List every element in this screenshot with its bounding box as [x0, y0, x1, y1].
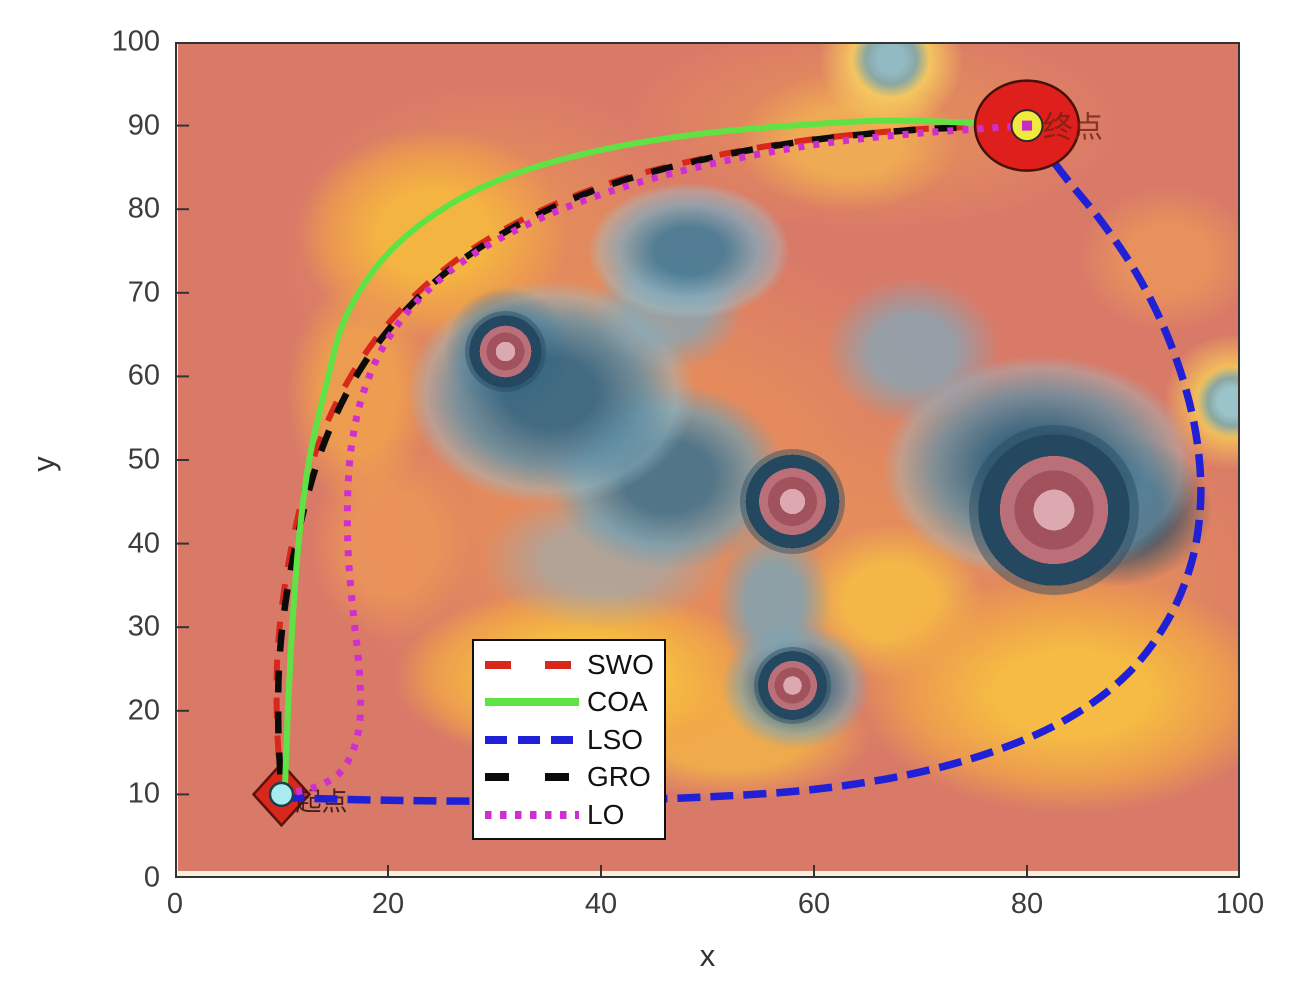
path-LSO [281, 123, 1205, 805]
x-tick-label: 80 [1010, 888, 1044, 920]
y-tick-label: 90 [127, 109, 160, 142]
legend-item-gro: GRO [484, 760, 664, 794]
y-tick-label: 30 [127, 610, 160, 643]
y-tick-label: 50 [127, 443, 160, 476]
legend-item-lo: LO [484, 798, 664, 832]
plot-area: 起点 终点 SWO COA LSO GRO LO [175, 42, 1240, 878]
obstacle-marker [464, 310, 546, 392]
start-point-marker [268, 781, 295, 808]
obstacle-marker [968, 425, 1139, 596]
x-axis-label: x [699, 938, 716, 973]
legend-label: LO [587, 798, 625, 830]
y-tick-label: 0 [143, 861, 160, 894]
legend-label: LSO [587, 723, 644, 755]
y-tick-label: 40 [127, 527, 160, 560]
legend-sample-gro [485, 773, 579, 781]
legend-sample-lso [485, 735, 579, 744]
legend-label: SWO [587, 648, 654, 680]
x-tick-label: 100 [1215, 888, 1265, 920]
x-tick-label: 60 [797, 888, 831, 920]
x-axis-tick-labels: 0 20 40 60 80 100 [167, 888, 1264, 928]
legend-label: COA [587, 686, 648, 717]
legend-sample-lo [485, 810, 579, 819]
legend-sample-swo [485, 660, 579, 669]
x-tick-label: 0 [166, 888, 184, 920]
legend-sample-coa [485, 698, 579, 706]
legend-item-coa: COA [484, 685, 664, 719]
x-tick-label: 40 [584, 888, 618, 920]
y-tick-label: 80 [127, 192, 160, 225]
legend-label: GRO [587, 761, 651, 792]
y-axis-label: y [25, 456, 61, 472]
obstacle-marker [754, 647, 832, 725]
y-tick-label: 70 [127, 276, 160, 309]
path-COA [281, 117, 1028, 795]
y-axis-tick-labels: 0 10 20 30 40 50 60 70 80 90 100 [0, 26, 160, 894]
y-tick-label: 60 [127, 359, 160, 392]
end-point-marker-square [1022, 120, 1032, 131]
legend-item-swo: SWO [484, 648, 664, 682]
end-point-label: 终点 [1043, 112, 1103, 145]
y-tick-label: 10 [127, 777, 160, 810]
legend: SWO COA LSO GRO LO [472, 639, 666, 840]
path-SWO [273, 122, 1028, 795]
x-tick-label: 20 [371, 888, 405, 920]
legend-item-lso: LSO [484, 723, 664, 757]
y-tick-label: 100 [111, 25, 160, 58]
obstacle-marker [740, 449, 846, 555]
y-tick-label: 20 [127, 694, 160, 727]
